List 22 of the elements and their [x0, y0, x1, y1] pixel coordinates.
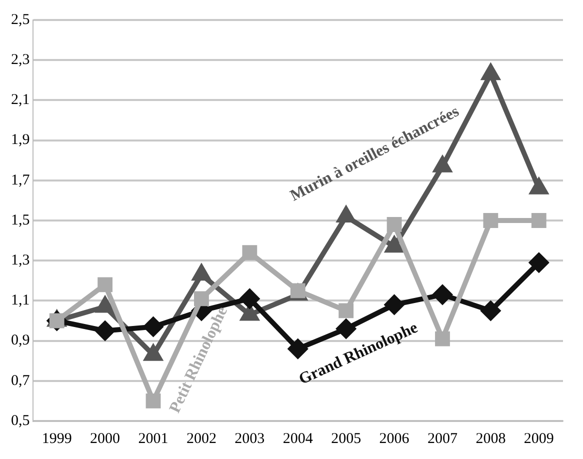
x-tick-label: 2009 — [524, 430, 554, 447]
x-tick-label: 2007 — [427, 430, 458, 447]
y-tick-label: 2,3 — [11, 52, 30, 68]
x-tick-label: 2008 — [476, 430, 506, 447]
x-tick-label: 2000 — [90, 430, 120, 447]
y-tick-label: 0,9 — [11, 332, 30, 349]
x-tick-label: 2006 — [379, 430, 410, 447]
x-tick-label: 1999 — [42, 430, 72, 447]
y-tick-label: 2,1 — [11, 92, 30, 108]
y-tick-label: 1,7 — [11, 172, 30, 188]
x-tick-label: 2002 — [186, 430, 216, 447]
y-tick-label: 2,5 — [11, 12, 30, 28]
y-tick-label: 1,9 — [11, 132, 30, 148]
x-tick-label: 2001 — [138, 430, 168, 447]
y-tick-label: 1,5 — [11, 212, 30, 228]
x-tick-label: 2003 — [234, 430, 265, 447]
x-tick-label: 2005 — [331, 430, 362, 447]
y-tick-label: 1,3 — [11, 252, 30, 269]
y-tick-label: 0,7 — [11, 372, 30, 389]
y-tick-label: 0,5 — [11, 412, 30, 429]
x-tick-label: 2004 — [282, 430, 314, 447]
y-tick-label: 1,1 — [11, 292, 30, 309]
